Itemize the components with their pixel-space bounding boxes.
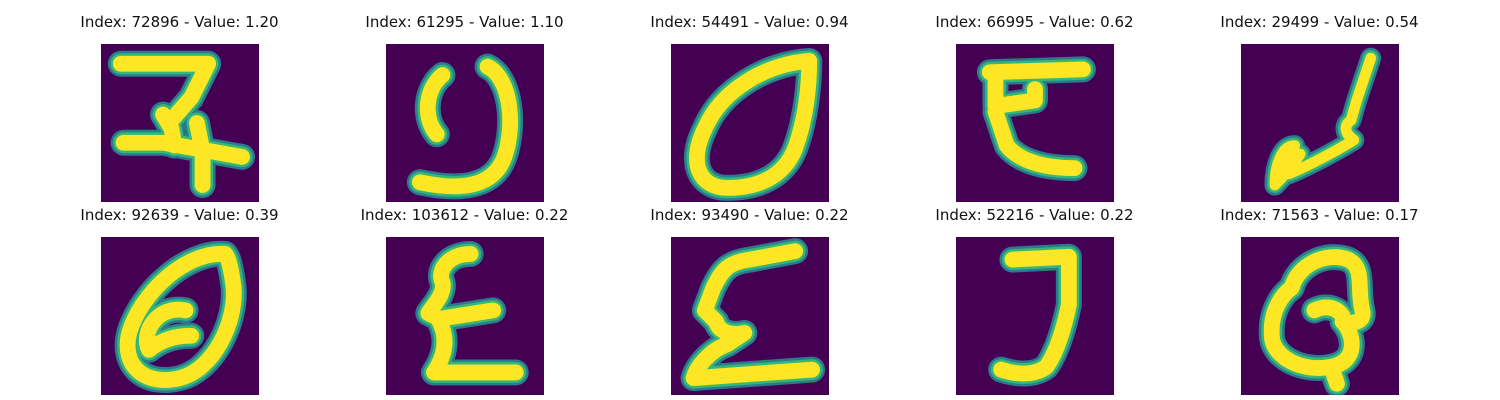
panel-title: Index: 71563 - Value: 0.17 xyxy=(1220,206,1419,224)
image-panel: Index: 93490 - Value: 0.22 xyxy=(607,203,892,395)
image-panel: Index: 54491 - Value: 0.94 xyxy=(607,10,892,202)
digit-image xyxy=(671,237,829,395)
image-panel: Index: 72896 - Value: 1.20 xyxy=(37,10,322,202)
image-panel: Index: 29499 - Value: 0.54 xyxy=(1177,10,1462,202)
panel-title: Index: 66995 - Value: 0.62 xyxy=(935,13,1134,31)
panel-title: Index: 103612 - Value: 0.22 xyxy=(360,206,569,224)
image-panel: Index: 66995 - Value: 0.62 xyxy=(892,10,1177,202)
image-panel: Index: 52216 - Value: 0.22 xyxy=(892,203,1177,395)
panel-title: Index: 93490 - Value: 0.22 xyxy=(650,206,849,224)
image-panel: Index: 92639 - Value: 0.39 xyxy=(37,203,322,395)
digit-image xyxy=(1241,237,1399,395)
digit-image xyxy=(671,44,829,202)
panel-title: Index: 52216 - Value: 0.22 xyxy=(935,206,1134,224)
panel-title: Index: 72896 - Value: 1.20 xyxy=(80,13,279,31)
digit-image xyxy=(101,44,259,202)
image-panel: Index: 61295 - Value: 1.10 xyxy=(322,10,607,202)
digit-image xyxy=(386,237,544,395)
panel-title: Index: 92639 - Value: 0.39 xyxy=(80,206,279,224)
digit-image xyxy=(1241,44,1399,202)
image-panel: Index: 103612 - Value: 0.22 xyxy=(322,203,607,395)
panel-title: Index: 61295 - Value: 1.10 xyxy=(365,13,564,31)
image-panel: Index: 71563 - Value: 0.17 xyxy=(1177,203,1462,395)
digit-image xyxy=(386,44,544,202)
panel-title: Index: 54491 - Value: 0.94 xyxy=(650,13,849,31)
digit-image xyxy=(956,237,1114,395)
digit-image xyxy=(101,237,259,395)
digit-image xyxy=(956,44,1114,202)
panel-title: Index: 29499 - Value: 0.54 xyxy=(1220,13,1419,31)
